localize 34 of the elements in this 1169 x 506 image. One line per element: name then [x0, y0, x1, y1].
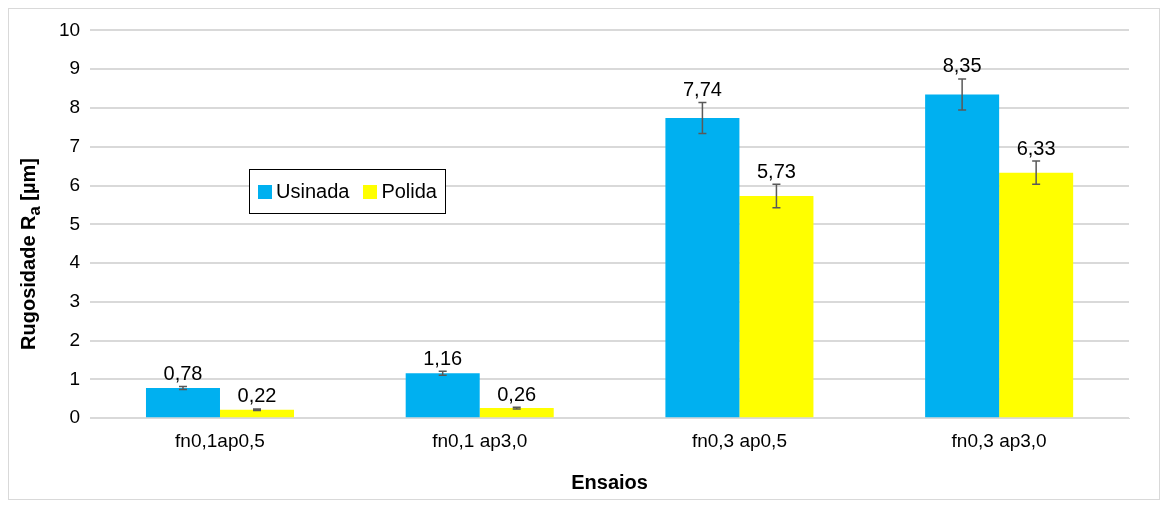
data-label: 6,33 [1016, 136, 1056, 159]
x-axis-title: Ensaios [571, 470, 648, 493]
bar [999, 172, 1074, 418]
bar [479, 408, 554, 418]
bar [739, 195, 814, 418]
bar [219, 409, 295, 418]
legend-label: Usinada [275, 180, 350, 203]
y-tick-label: 1 [69, 367, 81, 389]
data-label: 0,26 [497, 382, 537, 405]
y-tick-label: 5 [69, 212, 81, 234]
y-tick-label: 10 [58, 18, 81, 40]
y-tick-label: 2 [69, 328, 81, 350]
y-tick-label: 0 [69, 406, 81, 428]
legend-label: Polida [380, 180, 437, 203]
y-tick-label: 6 [69, 173, 81, 195]
y-tick-label: 8 [69, 96, 81, 118]
bar [665, 118, 740, 418]
data-label: 5,73 [756, 159, 796, 182]
data-label: 7,74 [682, 78, 722, 101]
data-label: 1,16 [423, 346, 463, 369]
bar [925, 94, 1000, 418]
bar [145, 387, 220, 418]
data-label: 0,22 [237, 384, 277, 407]
x-tick-label: fn0,1ap0,5 [175, 429, 265, 451]
y-tick-label: 3 [69, 290, 81, 312]
data-label: 0,78 [163, 361, 203, 384]
bar [405, 373, 480, 418]
y-tick-label: 4 [69, 251, 81, 273]
x-tick-label: fn0,1 ap3,0 [432, 429, 528, 451]
y-tick-label: 7 [69, 134, 81, 156]
x-tick-label: fn0,3 ap3,0 [951, 429, 1047, 451]
y-tick-label: 9 [69, 57, 81, 79]
data-label: 8,35 [942, 54, 982, 77]
x-tick-label: fn0,3 ap0,5 [691, 429, 787, 451]
